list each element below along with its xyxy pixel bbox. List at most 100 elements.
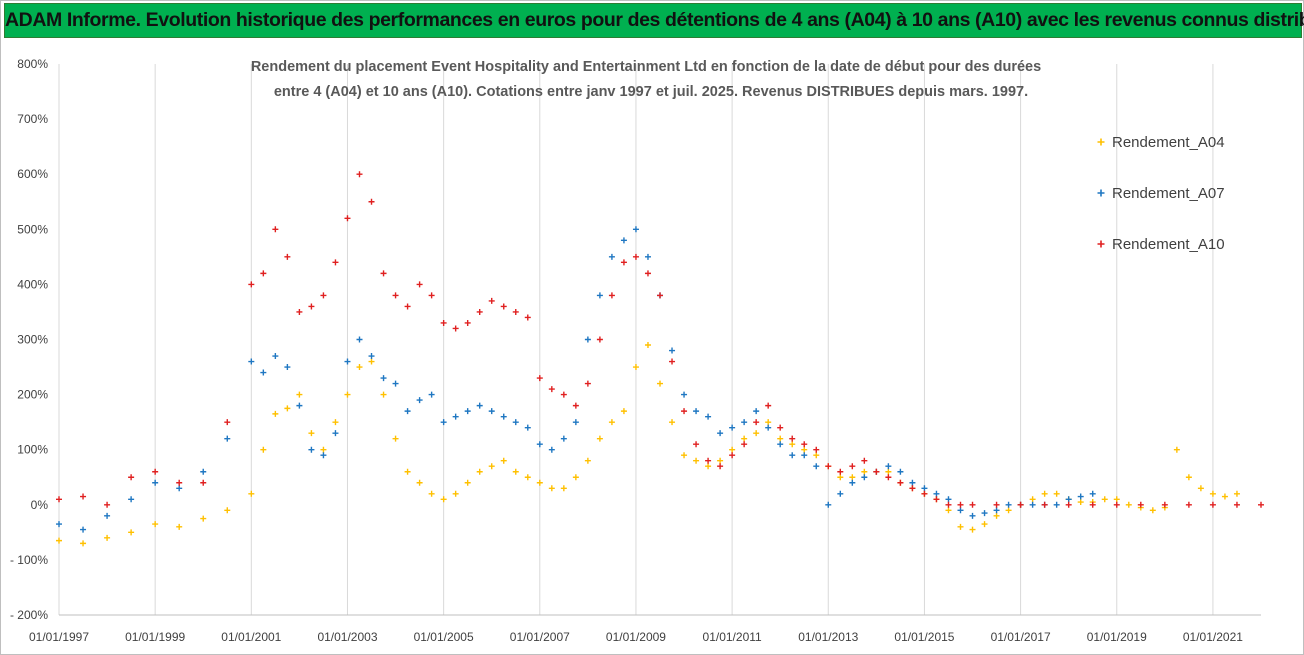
data-point <box>1005 507 1012 514</box>
data-point <box>284 364 291 371</box>
data-point <box>248 281 255 288</box>
data-point <box>717 430 724 437</box>
data-point <box>584 457 591 464</box>
data-point <box>1077 493 1084 500</box>
data-point <box>560 391 567 398</box>
data-point <box>428 490 435 497</box>
x-tick-label: 01/01/2005 <box>414 630 474 644</box>
data-point <box>957 507 964 514</box>
data-point <box>56 496 62 503</box>
data-point <box>849 479 856 486</box>
data-point <box>440 319 447 326</box>
data-point <box>632 364 639 371</box>
data-point <box>1041 490 1048 497</box>
y-tick-label: 400% <box>17 277 48 291</box>
y-tick-label: 500% <box>17 222 48 236</box>
y-tick-label: 0% <box>31 498 49 512</box>
data-point <box>729 424 736 431</box>
data-point <box>308 446 315 453</box>
data-point <box>945 507 952 514</box>
data-point <box>1017 501 1024 508</box>
data-point <box>320 446 327 453</box>
x-tick-label: 01/01/1997 <box>29 630 89 644</box>
data-point <box>368 198 375 205</box>
data-point <box>909 479 916 486</box>
data-point <box>464 408 471 415</box>
data-point <box>500 413 507 420</box>
data-point <box>837 474 844 481</box>
data-point <box>957 501 964 508</box>
data-point <box>548 446 555 453</box>
x-tick-label: 01/01/2013 <box>798 630 858 644</box>
data-point <box>741 419 748 426</box>
x-tick-label: 01/01/2003 <box>317 630 377 644</box>
data-point <box>488 463 495 470</box>
data-point <box>669 358 676 365</box>
data-point <box>272 353 279 360</box>
data-point <box>512 468 519 475</box>
data-point <box>705 457 712 464</box>
data-point <box>224 419 231 426</box>
data-point <box>560 485 567 492</box>
data-point <box>837 468 844 475</box>
data-point <box>332 430 339 437</box>
data-point <box>428 292 435 299</box>
x-tick-label: 01/01/2017 <box>991 630 1051 644</box>
data-point <box>596 292 603 299</box>
data-point <box>741 435 748 442</box>
data-point <box>536 441 543 448</box>
data-point <box>837 490 844 497</box>
data-point <box>500 303 507 310</box>
data-point <box>272 226 279 233</box>
data-point <box>104 501 111 508</box>
x-tick-label: 01/01/2019 <box>1087 630 1147 644</box>
legend-marker <box>1097 240 1105 248</box>
data-point <box>524 424 531 431</box>
data-point <box>608 253 615 260</box>
data-point <box>1209 501 1216 508</box>
data-point <box>392 292 399 299</box>
data-point <box>200 515 207 522</box>
data-point <box>717 457 724 464</box>
data-point <box>440 419 447 426</box>
data-point <box>572 402 579 409</box>
data-point <box>1161 501 1168 508</box>
data-point <box>608 419 615 426</box>
data-point <box>777 435 784 442</box>
data-point <box>440 496 447 503</box>
data-point <box>200 468 207 475</box>
data-point <box>1029 496 1036 503</box>
data-point <box>921 490 928 497</box>
y-tick-label: 800% <box>17 57 48 71</box>
data-point <box>296 308 303 315</box>
data-point <box>777 441 784 448</box>
data-point <box>1233 490 1240 497</box>
data-point <box>512 308 519 315</box>
data-point <box>897 468 904 475</box>
series-Rendement_A07 <box>56 226 1096 533</box>
data-point <box>260 446 267 453</box>
data-point <box>825 501 832 508</box>
data-point <box>332 419 339 426</box>
data-point <box>308 430 315 437</box>
data-point <box>861 457 868 464</box>
data-point <box>849 463 856 470</box>
grid-lines <box>58 64 1214 615</box>
y-tick-label: - 100% <box>10 553 48 567</box>
data-point <box>488 297 495 304</box>
data-point <box>693 408 700 415</box>
data-point <box>284 405 291 412</box>
data-point <box>705 463 712 470</box>
data-point <box>176 523 183 530</box>
data-point <box>56 537 62 544</box>
y-tick-label: 600% <box>17 167 48 181</box>
data-point <box>392 435 399 442</box>
data-point <box>380 375 387 382</box>
data-point <box>476 308 483 315</box>
data-point <box>128 496 135 503</box>
data-point <box>777 424 784 431</box>
data-point <box>669 419 676 426</box>
data-point <box>548 485 555 492</box>
data-point <box>1077 499 1084 506</box>
